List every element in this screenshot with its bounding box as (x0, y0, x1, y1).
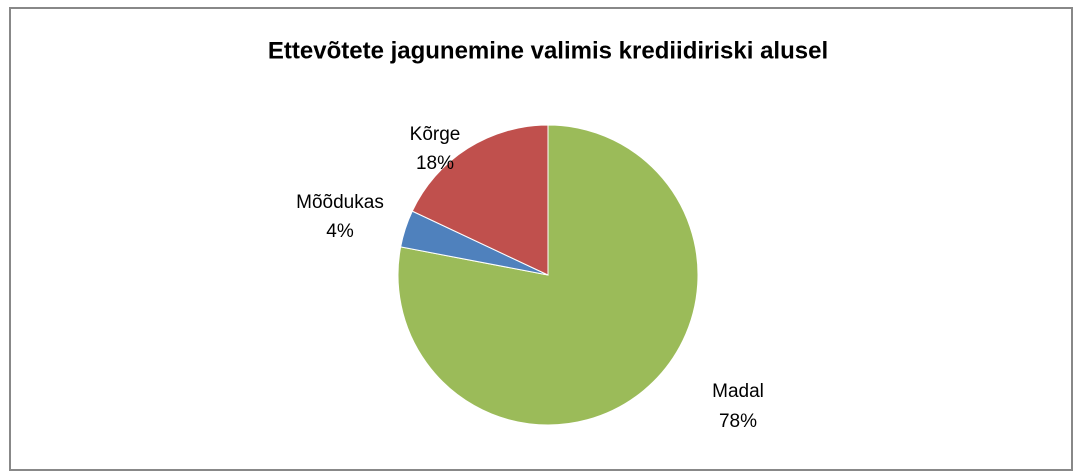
pie-slice (411, 124, 549, 276)
slice-label-name: Madal (712, 381, 764, 402)
slice-label-name: Mõõdukas (296, 192, 384, 213)
slice-label-value: 78% (719, 411, 757, 432)
slice-label-name: Kõrge (410, 124, 461, 145)
slice-label-value: 4% (326, 221, 354, 242)
pie-slice (397, 124, 699, 426)
slice-label-value: 18% (416, 153, 454, 174)
chart-title: Ettevõtete jagunemine valimis krediidiri… (268, 37, 828, 64)
